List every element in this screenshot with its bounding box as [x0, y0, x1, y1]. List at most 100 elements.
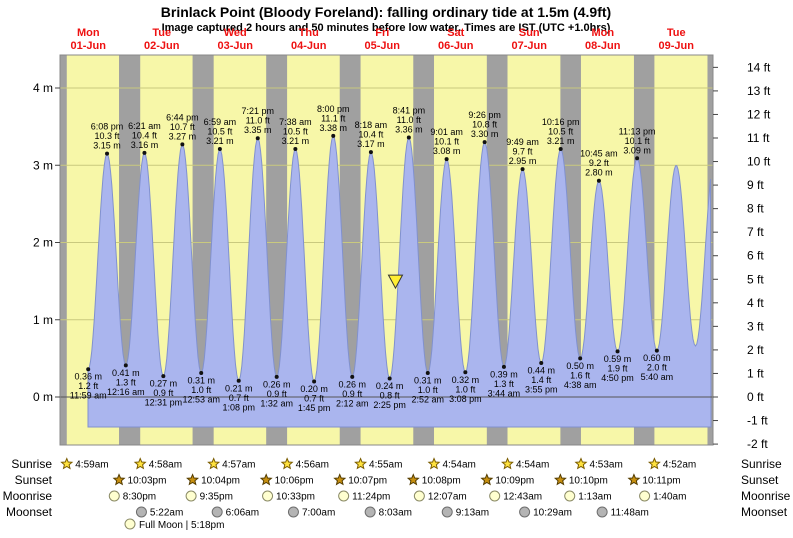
- moonset-time: 11:48am: [611, 508, 649, 519]
- y-axis-left-label: 3 m: [33, 158, 53, 172]
- sunrise-icon: [133, 457, 147, 470]
- sunrise-icon: [280, 457, 294, 470]
- sunrise-time: 4:53am: [589, 460, 622, 471]
- moonrise-icon: [639, 490, 651, 502]
- sunset-icon: [333, 473, 347, 486]
- day-label-weekday: Thu: [299, 27, 319, 39]
- moonset-time: 6:06am: [226, 508, 259, 519]
- high-tide-annotation: 8:41 pm 11.0 ft 3.36 m: [393, 105, 426, 134]
- moonrise-icon: [185, 490, 197, 502]
- sunset-icon: [627, 473, 641, 486]
- sunset-icon: [186, 473, 200, 486]
- sunrise-icon: [647, 457, 661, 470]
- low-tide-annotation: 0.26 m 0.9 ft 2:12 am: [336, 379, 369, 408]
- tide-level-marker: [387, 274, 404, 290]
- low-tide-annotation: 0.27 m 0.9 ft 12:31 pm: [145, 379, 183, 408]
- sunset-icon: [480, 473, 494, 486]
- tide-trough-dot: [312, 379, 317, 384]
- low-tide-annotation: 0.44 m 1.4 ft 3:55 pm: [525, 366, 558, 395]
- day-label-date: 02-Jun: [144, 40, 180, 52]
- sunrise-time: 4:55am: [369, 460, 402, 471]
- moonrise-icon: [108, 490, 120, 502]
- day-label-weekday: Wed: [224, 27, 247, 39]
- sunrise-time: 4:57am: [222, 460, 255, 471]
- sunrise-time: 4:56am: [296, 460, 329, 471]
- tide-trough-dot: [350, 374, 355, 379]
- sunset-time: 10:10pm: [569, 476, 608, 487]
- tide-peak-dot: [635, 156, 640, 161]
- moonset-icon: [287, 506, 299, 518]
- sunset-icon: [553, 473, 567, 486]
- high-tide-annotation: 8:00 pm 11.1 ft 3.38 m: [317, 104, 350, 133]
- moonrise-icon: [489, 490, 501, 502]
- high-tide-annotation: 9:26 pm 10.8 ft 3.30 m: [468, 110, 501, 139]
- moonrise-row-label-left: Moonrise: [3, 489, 53, 503]
- moonset-time: 5:22am: [150, 508, 183, 519]
- moonrise-icon: [338, 490, 350, 502]
- day-label-date: 04-Jun: [291, 40, 327, 52]
- moonset-row-label-left: Moonset: [6, 505, 53, 519]
- tide-peak-dot: [293, 147, 298, 152]
- low-tide-annotation: 0.32 m 1.0 ft 3:08 pm: [449, 375, 482, 404]
- y-axis-right-label: 2 ft: [747, 343, 764, 357]
- sunrise-icon: [574, 457, 588, 470]
- chart-border: [59, 54, 714, 446]
- sunset-time: 10:08pm: [422, 476, 461, 487]
- plot-border: [59, 54, 714, 446]
- sunset-time: 10:04pm: [201, 476, 240, 487]
- moonset-icon: [364, 506, 376, 518]
- tide-trough-dot: [578, 356, 583, 361]
- y-axis-right-label: 6 ft: [747, 249, 764, 263]
- day-label-date: 07-Jun: [512, 40, 548, 52]
- high-tide-annotation: 6:59 am 10.5 ft 3.21 m: [204, 117, 237, 146]
- y-axis-right-label: -2 ft: [747, 437, 768, 451]
- moonset-time: 9:13am: [456, 508, 489, 519]
- y-axis-left-label: 1 m: [33, 313, 53, 327]
- moonrise-time: 11:24pm: [352, 492, 390, 503]
- sunset-icon: [406, 473, 420, 486]
- sunset-row-label-right: Sunset: [741, 473, 779, 487]
- tide-trough-dot: [161, 374, 166, 379]
- tide-peak-dot: [142, 150, 147, 155]
- moonrise-icon: [564, 490, 576, 502]
- low-tide-annotation: 0.36 m 1.2 ft 11:59 am: [70, 372, 107, 401]
- high-tide-annotation: 6:08 pm 10.3 ft 3.15 m: [91, 122, 124, 151]
- moonset-time: 10:29am: [533, 508, 572, 519]
- chart-title: Brinlack Point (Bloody Foreland): fallin…: [161, 4, 611, 20]
- tide-peak-dot: [105, 151, 110, 156]
- sunrise-row-label-right: Sunrise: [741, 457, 782, 471]
- night-band: [60, 55, 67, 445]
- y-axis-right-label: 0 ft: [747, 390, 764, 404]
- y-axis-right-label: 10 ft: [747, 155, 771, 169]
- tide-peak-dot: [406, 135, 411, 140]
- tide-peak-dot: [558, 147, 563, 152]
- tide-trough-dot: [425, 371, 430, 376]
- moonset-icon: [519, 506, 531, 518]
- low-tide-annotation: 0.50 m 1.6 ft 4:38 am: [564, 361, 597, 390]
- moonrise-time: 1:40am: [653, 492, 686, 503]
- y-axis-right-label: 8 ft: [747, 202, 764, 216]
- y-axis-right-label: 4 ft: [747, 296, 764, 310]
- low-tide-annotation: 0.31 m 1.0 ft 2:52 am: [412, 376, 445, 405]
- y-axis-right-label: 13 ft: [747, 84, 771, 98]
- sunset-time: 10:06pm: [275, 476, 314, 487]
- tide-trough-dot: [387, 376, 392, 381]
- tide-peak-dot: [255, 136, 260, 141]
- sunrise-icon: [501, 457, 514, 470]
- day-label-weekday: Mon: [77, 27, 100, 39]
- sunrise-row-label-left: Sunrise: [11, 457, 52, 471]
- day-label-weekday: Fri: [375, 27, 389, 39]
- sunset-time: 10:07pm: [348, 476, 387, 487]
- tide-peak-dot: [596, 178, 601, 183]
- sunrise-icon: [427, 457, 441, 470]
- y-axis-right-label: -1 ft: [747, 414, 768, 428]
- day-label-date: 01-Jun: [71, 40, 107, 52]
- day-label-weekday: Tue: [152, 27, 171, 39]
- sunrise-icon: [354, 457, 368, 470]
- y-axis-right-label: 9 ft: [747, 178, 764, 192]
- day-label-date: 03-Jun: [218, 40, 254, 52]
- y-axis-right-label: 11 ft: [747, 131, 770, 145]
- tide-trough-dot: [539, 361, 544, 366]
